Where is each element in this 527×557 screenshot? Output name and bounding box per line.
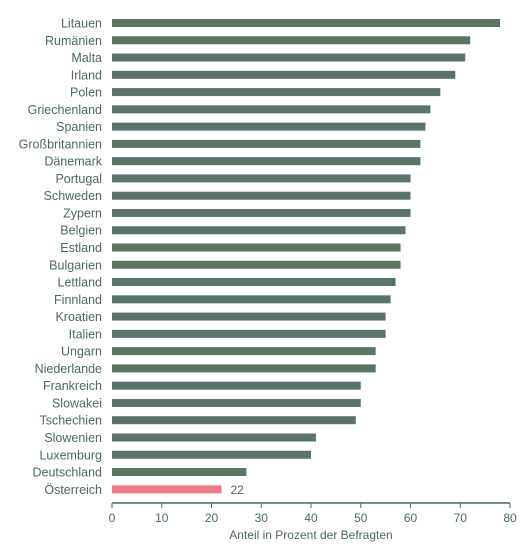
bar-niederlande (112, 364, 376, 373)
category-label: Ungarn (61, 345, 102, 359)
x-tick-label: 0 (109, 511, 116, 525)
bar-schweden (112, 191, 411, 200)
bar-luxemburg (112, 450, 311, 459)
x-axis-ticks: 0 10 20 30 40 50 60 70 80 (109, 503, 517, 525)
bar-litauen (112, 19, 501, 27)
category-label: Malta (71, 51, 102, 65)
category-label: Österreich (44, 483, 102, 497)
bar-tschechien (112, 416, 356, 425)
category-label: Slowenien (44, 431, 102, 445)
x-tick-label: 20 (205, 511, 219, 525)
bars-group: 22 (112, 19, 501, 497)
category-label: Deutschland (33, 466, 103, 480)
category-label: Irland (71, 68, 102, 82)
bar-slowakei (112, 398, 361, 407)
bar-ungarn (112, 347, 376, 356)
category-label: Italien (69, 327, 102, 341)
category-label: Polen (70, 86, 102, 100)
category-label: Spanien (56, 120, 102, 134)
bar-zypern (112, 208, 411, 217)
x-tick-label: 30 (255, 511, 269, 525)
x-tick-label: 40 (304, 511, 318, 525)
bar-estland (112, 243, 401, 252)
bar-polen (112, 88, 441, 97)
bar-dänemark (112, 157, 421, 166)
bar-spanien (112, 122, 426, 131)
category-label: Frankreich (43, 379, 102, 393)
category-label: Bulgarien (49, 258, 102, 272)
category-label: Finnland (54, 293, 102, 307)
bar-rumänien (112, 36, 471, 45)
bar-kroatien (112, 312, 386, 321)
category-label: Litauen (61, 17, 102, 31)
bar-portugal (112, 174, 411, 183)
category-label: Schweden (44, 189, 102, 203)
bar-großbritannien (112, 139, 421, 148)
x-tick-label: 80 (503, 511, 517, 525)
bar-bulgarien (112, 260, 401, 269)
bar-italien (112, 329, 386, 338)
category-label: Kroatien (55, 310, 102, 324)
x-tick-label: 70 (454, 511, 468, 525)
bar-deutschland (112, 468, 247, 477)
bar-frankreich (112, 381, 361, 390)
category-label: Griechenland (28, 103, 102, 117)
data-label-highlight: 22 (230, 483, 244, 497)
category-label: Zypern (63, 206, 102, 220)
bar-griechenland (112, 105, 431, 114)
category-labels: Litauen Rumänien Malta Irland Polen Griechenl… (19, 17, 103, 497)
category-label: Rumänien (45, 34, 102, 48)
x-tick-label: 10 (155, 511, 169, 525)
category-label: Luxemburg (39, 448, 102, 462)
category-label: Niederlande (35, 362, 102, 376)
x-axis-title: Anteil in Prozent der Befragten (229, 528, 392, 542)
category-label: Belgien (60, 224, 102, 238)
x-tick-label: 50 (354, 511, 368, 525)
bar-belgien (112, 226, 406, 235)
bar-slowenien (112, 433, 316, 442)
category-label: Portugal (55, 172, 102, 186)
bar-irland (112, 70, 456, 79)
category-label: Lettland (58, 276, 103, 290)
bar-finnland (112, 295, 391, 304)
bar-österreich (112, 485, 222, 494)
bar-malta (112, 53, 466, 62)
category-label: Tschechien (39, 414, 102, 428)
category-label: Großbritannien (19, 137, 102, 151)
category-label: Estland (60, 241, 102, 255)
category-label: Dänemark (44, 155, 102, 169)
category-label: Slowakei (52, 396, 102, 410)
bar-lettland (112, 278, 396, 287)
x-tick-label: 60 (404, 511, 418, 525)
